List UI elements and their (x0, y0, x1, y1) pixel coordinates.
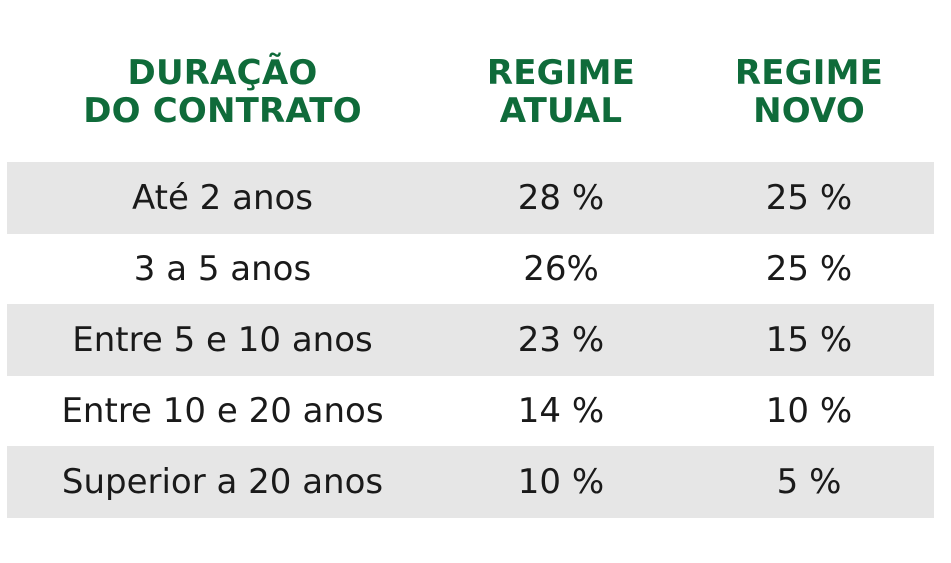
header-current-regime: REGIME ATUAL (438, 54, 684, 130)
table-header: DURAÇÃO DO CONTRATO REGIME ATUAL REGIME … (7, 0, 934, 162)
duration-cell: 3 a 5 anos (133, 249, 312, 289)
table-row: Superior a 20 anos 10 % 5 % (7, 446, 934, 518)
duration-cell: Entre 5 e 10 anos (72, 320, 373, 360)
duration-cell: Superior a 20 anos (61, 462, 384, 502)
table-row: Entre 5 e 10 anos 23 % 15 % (7, 304, 934, 376)
header-line: REGIME (734, 53, 884, 93)
new-rate-cell: 15 % (765, 320, 853, 360)
new-rate-cell: 25 % (765, 178, 853, 218)
header-line: DURAÇÃO (127, 53, 318, 93)
header-new-regime: REGIME NOVO (684, 54, 934, 130)
duration-cell: Até 2 anos (131, 178, 314, 218)
current-rate-cell: 28 % (517, 178, 605, 218)
current-rate-cell: 14 % (517, 391, 605, 431)
header-line: ATUAL (499, 91, 623, 131)
table-row: Até 2 anos 28 % 25 % (7, 162, 934, 234)
current-rate-cell: 26% (523, 249, 599, 289)
current-rate-cell: 10 % (517, 462, 605, 502)
table-row: Entre 10 e 20 anos 14 % 10 % (7, 376, 934, 446)
header-contract-duration: DURAÇÃO DO CONTRATO (7, 54, 438, 130)
header-line: REGIME (486, 53, 636, 93)
current-rate-cell: 23 % (517, 320, 605, 360)
rates-table: DURAÇÃO DO CONTRATO REGIME ATUAL REGIME … (7, 0, 934, 518)
header-line: DO CONTRATO (83, 91, 362, 131)
header-line: NOVO (753, 91, 865, 131)
new-rate-cell: 10 % (765, 391, 853, 431)
new-rate-cell: 5 % (776, 462, 842, 502)
duration-cell: Entre 10 e 20 anos (61, 391, 384, 431)
table-row: 3 a 5 anos 26% 25 % (7, 234, 934, 304)
new-rate-cell: 25 % (765, 249, 853, 289)
